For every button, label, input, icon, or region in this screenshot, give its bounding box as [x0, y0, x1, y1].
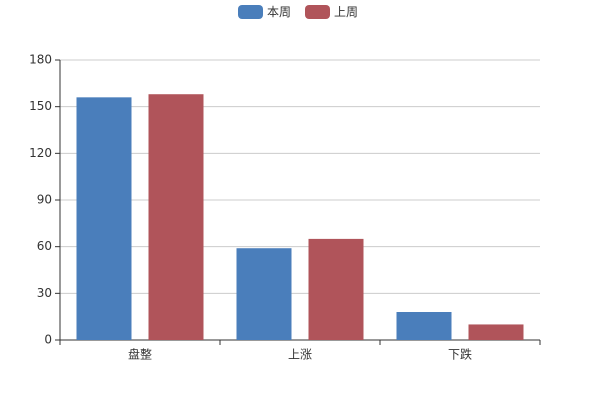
y-tick-label: 60: [37, 239, 52, 253]
legend-swatch: [238, 5, 263, 19]
bar: [76, 97, 132, 340]
bar: [236, 248, 292, 340]
legend-label: 本周: [267, 5, 291, 19]
bar: [148, 94, 204, 340]
y-tick-label: 120: [29, 146, 52, 160]
legend-swatch: [305, 5, 330, 19]
x-tick-label: 盘整: [128, 347, 152, 362]
y-tick-label: 150: [29, 99, 52, 113]
y-tick-label: 90: [37, 193, 52, 207]
y-tick-label: 180: [29, 53, 52, 67]
bar: [396, 312, 452, 340]
legend-label: 上周: [334, 5, 358, 19]
x-tick-label: 上涨: [288, 347, 312, 362]
bar: [468, 324, 524, 340]
y-tick-label: 30: [37, 286, 52, 300]
x-tick-label: 下跌: [448, 347, 472, 362]
y-tick-label: 0: [44, 333, 52, 347]
bar: [308, 238, 364, 340]
